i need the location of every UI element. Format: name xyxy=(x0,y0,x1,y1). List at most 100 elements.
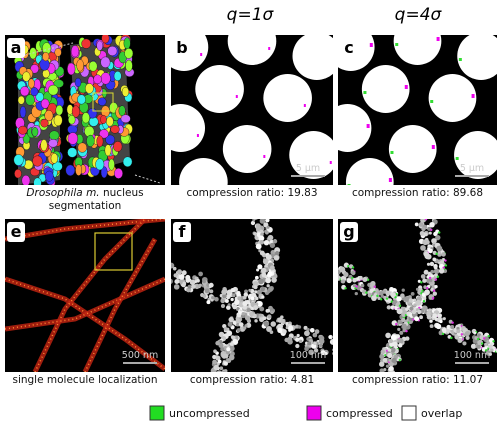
localization xyxy=(313,333,317,338)
localization xyxy=(476,344,481,349)
panel-content xyxy=(13,35,161,185)
localization xyxy=(351,270,356,276)
localization xyxy=(442,317,446,321)
diff-localization xyxy=(395,293,398,296)
localization xyxy=(456,329,461,334)
diff-localization xyxy=(442,266,445,269)
diff-localization xyxy=(398,358,402,362)
diff-localization xyxy=(405,329,408,333)
zoom-box xyxy=(92,92,114,112)
localization xyxy=(267,271,273,277)
panel-caption: compression ratio: 89.68 xyxy=(334,187,500,200)
nucleus xyxy=(27,78,35,89)
localization xyxy=(272,239,278,244)
localization xyxy=(410,291,415,296)
nucleus xyxy=(113,141,123,152)
nucleus xyxy=(18,125,28,135)
localization xyxy=(219,366,224,371)
diff-localization xyxy=(460,333,464,336)
panel-letter-box xyxy=(340,38,358,58)
nucleus xyxy=(40,98,50,109)
localization xyxy=(464,331,471,337)
panel-letter-box xyxy=(7,38,25,58)
nucleus xyxy=(25,94,35,106)
diff-localization xyxy=(444,259,447,262)
localization xyxy=(250,296,255,301)
localization xyxy=(484,342,488,347)
localization xyxy=(248,288,252,292)
panel: b 5 μm xyxy=(171,35,333,185)
nucleus xyxy=(100,72,111,85)
localization xyxy=(260,267,267,274)
localization xyxy=(379,290,384,296)
diff-pixel xyxy=(455,157,459,160)
nucleus xyxy=(118,105,126,117)
diff-pixel xyxy=(366,124,370,128)
localization xyxy=(212,359,217,365)
localization xyxy=(196,278,200,283)
localization xyxy=(371,295,377,302)
scale-bar-label: 100 nm xyxy=(290,350,326,361)
diff-localization xyxy=(484,349,488,352)
panel: a xyxy=(5,35,165,185)
localization xyxy=(386,305,391,310)
nucleus xyxy=(105,116,114,127)
localization xyxy=(254,290,258,294)
nucleus xyxy=(50,152,58,164)
filament-core xyxy=(5,278,165,370)
localization xyxy=(267,314,272,319)
localization xyxy=(491,342,495,346)
localization xyxy=(202,279,207,284)
localization xyxy=(259,250,265,256)
panel-letter-box xyxy=(7,222,25,242)
localization xyxy=(332,351,333,356)
localization xyxy=(280,318,285,324)
diff-localization xyxy=(355,285,358,288)
nucleus xyxy=(95,158,105,171)
localization xyxy=(440,260,445,265)
nucleus xyxy=(110,125,120,134)
localization xyxy=(218,339,223,344)
nucleus xyxy=(88,116,99,127)
localization xyxy=(253,305,259,311)
localization xyxy=(221,289,227,295)
nucleus xyxy=(75,164,83,176)
localization xyxy=(429,319,433,323)
diff-pixel xyxy=(458,58,462,61)
localization xyxy=(401,317,406,323)
nucleus xyxy=(100,114,107,124)
localization xyxy=(446,328,451,334)
localization xyxy=(262,316,267,321)
localization xyxy=(266,308,271,313)
localization xyxy=(260,232,264,237)
localization xyxy=(252,281,259,287)
panel: c 5 μm xyxy=(338,35,497,185)
localization xyxy=(328,335,332,339)
localization xyxy=(250,220,256,226)
localization xyxy=(392,299,398,305)
localization xyxy=(226,347,231,352)
localization xyxy=(495,348,497,353)
localization xyxy=(237,296,242,301)
localization xyxy=(295,343,300,349)
localization xyxy=(437,313,442,319)
localization xyxy=(390,347,396,353)
caption-text: compression ratio: 89.68 xyxy=(351,187,484,199)
diff-localization xyxy=(351,266,355,269)
diff-pixel xyxy=(303,104,306,107)
localization xyxy=(388,366,394,372)
diff-localization xyxy=(451,321,454,324)
panel-letter: e xyxy=(11,222,22,241)
diff-pixel xyxy=(329,161,332,164)
panel: e 500 nm xyxy=(5,219,165,372)
nucleus xyxy=(67,132,79,145)
localization xyxy=(231,293,236,298)
localization xyxy=(282,329,287,334)
nucleus xyxy=(31,127,39,137)
localization xyxy=(433,265,438,270)
nucleus xyxy=(48,139,58,148)
localization xyxy=(430,269,435,274)
localization xyxy=(238,322,244,327)
